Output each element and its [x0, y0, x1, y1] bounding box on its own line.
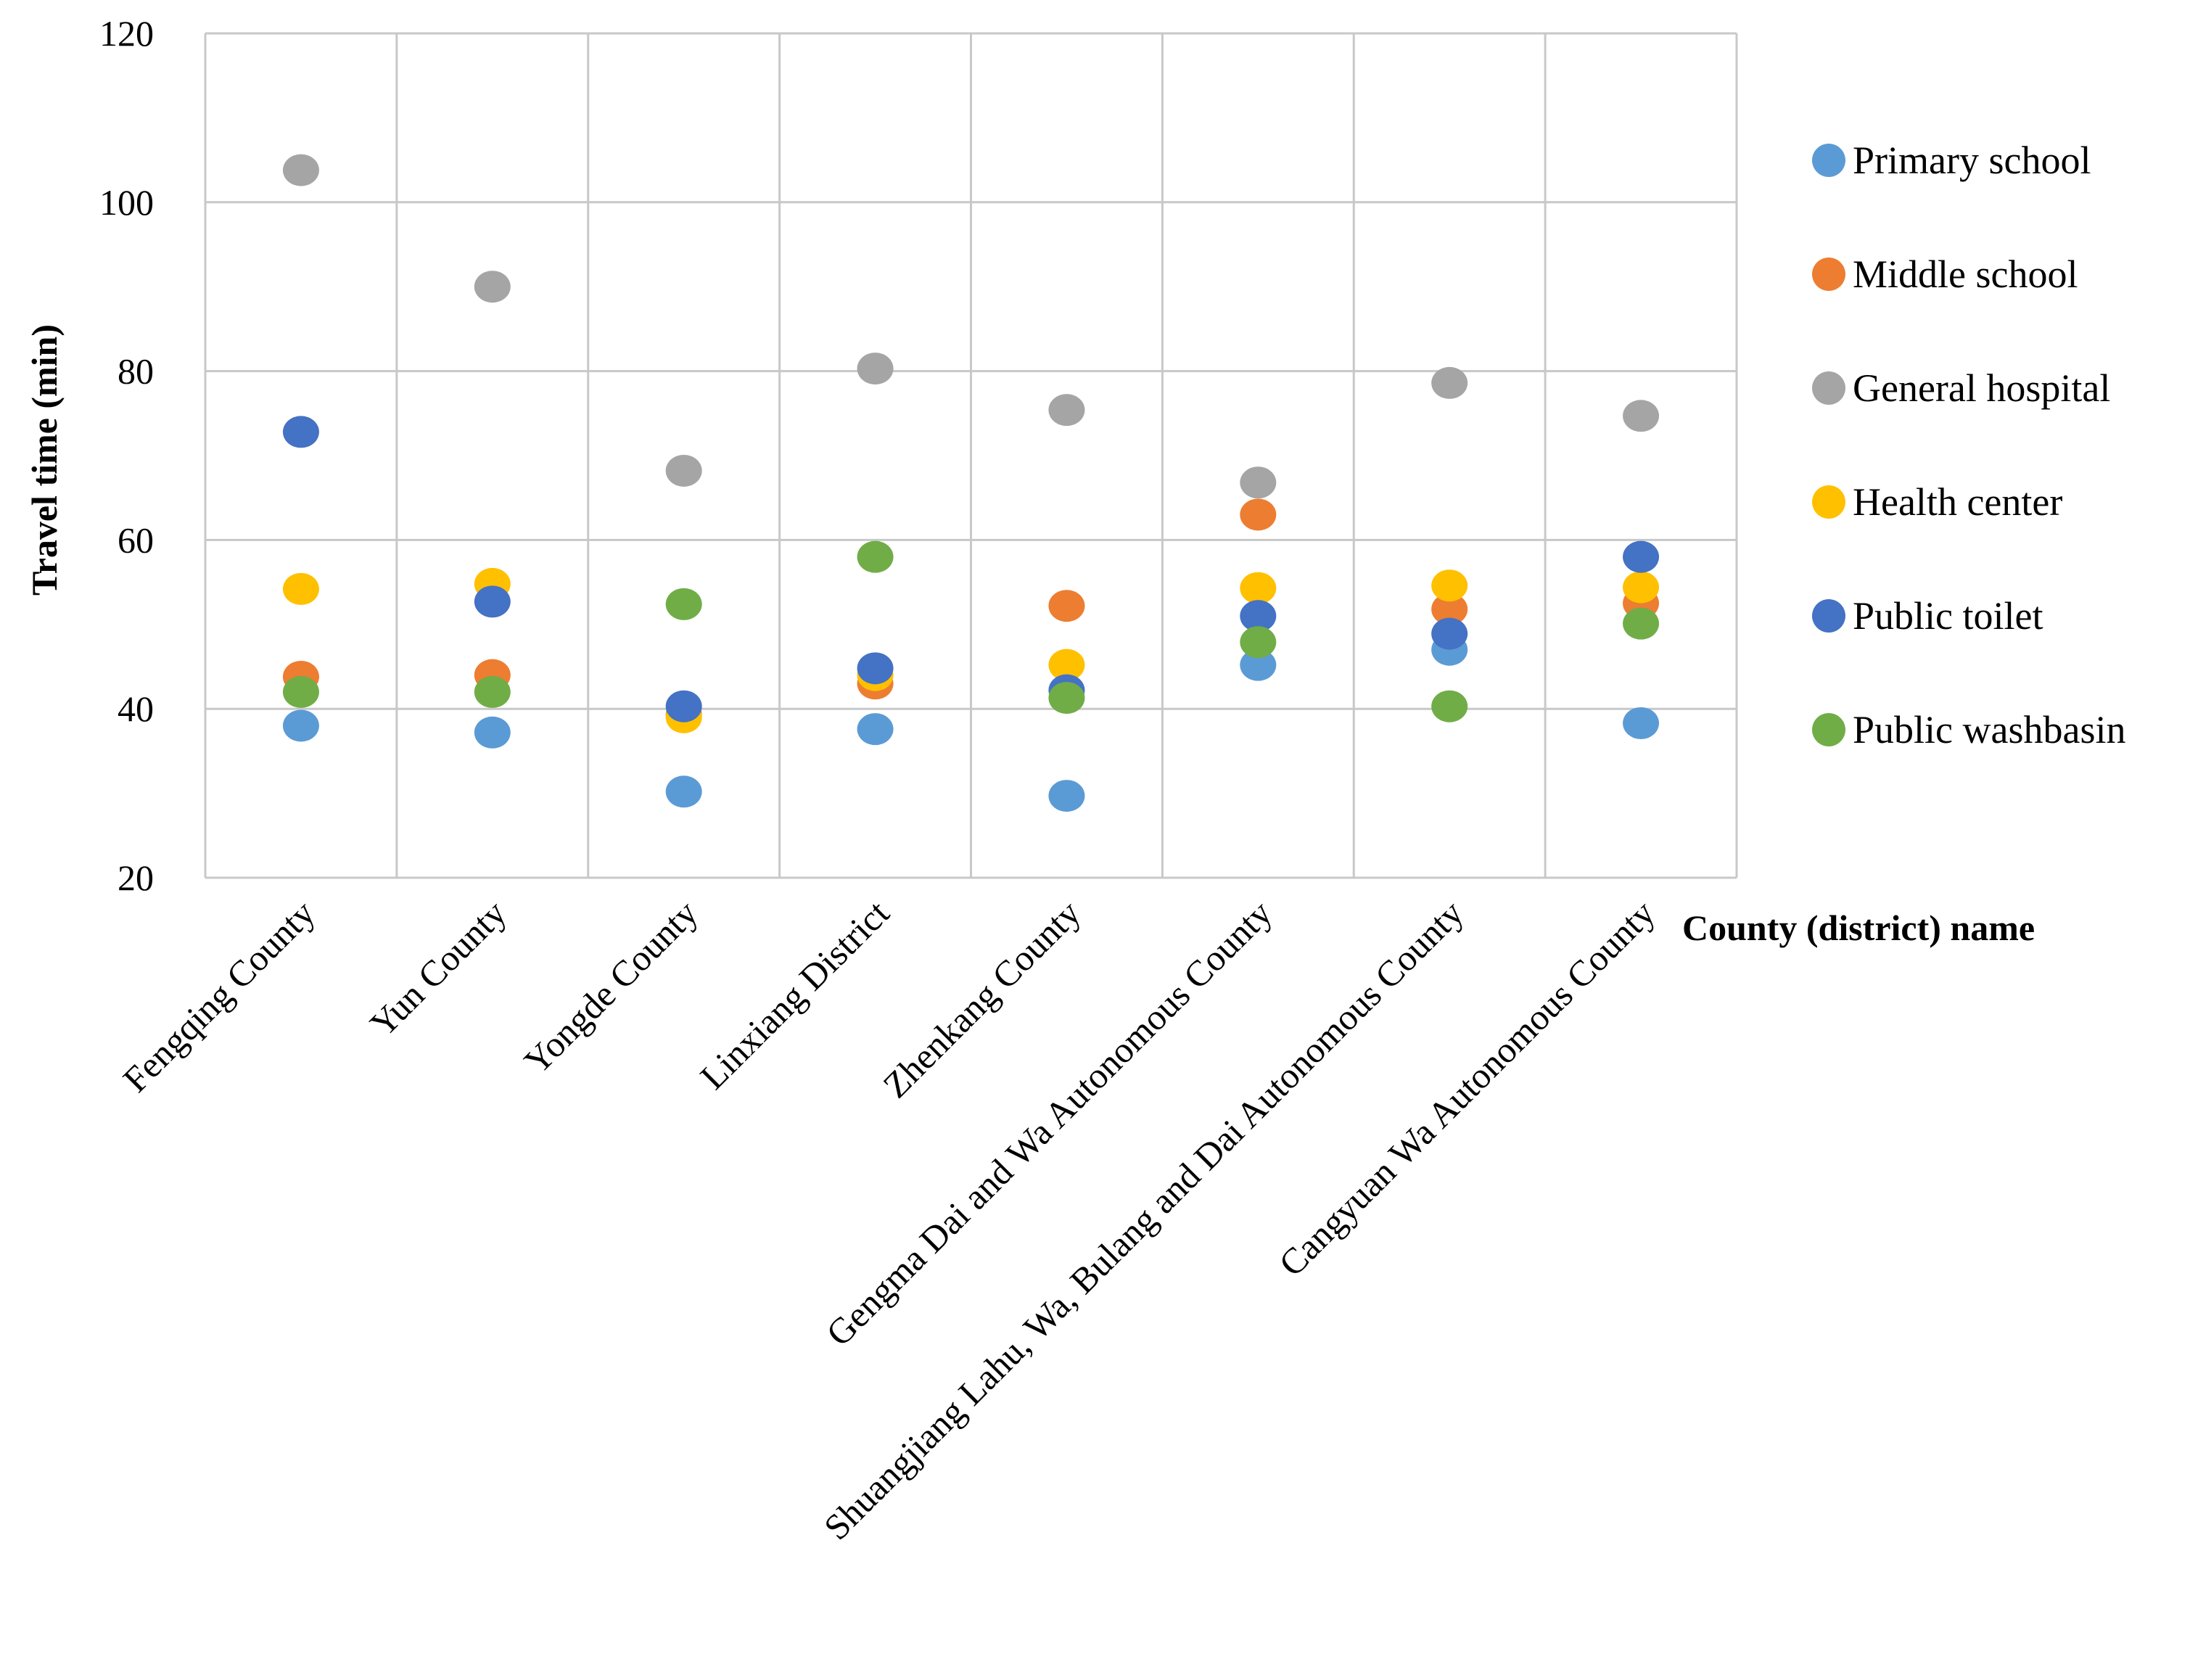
point-public-washbasin-0	[282, 675, 319, 708]
point-health-center-0	[282, 572, 319, 605]
point-general-hospital-5	[1240, 466, 1277, 499]
x-tick-label: Yongde County	[516, 892, 706, 1082]
point-general-hospital-0	[282, 154, 319, 186]
point-general-hospital-2	[665, 454, 702, 487]
x-tick-label: Shuangjiang Lahu, Wa, Bulang and Dai Aut…	[816, 892, 1471, 1547]
point-health-center-5	[1240, 572, 1277, 604]
point-public-toilet-0	[282, 416, 319, 448]
x-tick-label: Zhenkang County	[875, 892, 1088, 1105]
x-tick-label: Fengqing County	[115, 892, 323, 1100]
x-tick-label: Gengma Dai and Wa Autonomous County	[818, 892, 1280, 1354]
point-primary-school-1	[474, 716, 511, 749]
point-public-toilet-7	[1623, 540, 1660, 573]
grid-layer	[204, 32, 1738, 879]
point-public-toilet-3	[857, 652, 894, 685]
y-tick-label: 120	[99, 13, 154, 54]
point-general-hospital-7	[1623, 400, 1660, 432]
legend-marker	[1812, 258, 1845, 291]
point-primary-school-7	[1623, 707, 1660, 739]
point-public-washbasin-2	[665, 588, 702, 620]
y-axis-ticks: 20 40 60 80 100 120	[99, 13, 154, 898]
x-axis-ticks: Fengqing County Yun County Yongde CountyLi…	[115, 892, 1663, 1547]
y-tick-label: 20	[118, 857, 154, 898]
point-health-center-4	[1048, 648, 1085, 681]
point-public-toilet-2	[665, 690, 702, 722]
point-public-toilet-5	[1240, 600, 1277, 633]
point-public-washbasin-7	[1623, 607, 1660, 640]
data-points	[282, 154, 1660, 812]
y-tick-label: 100	[99, 182, 154, 223]
legend-marker	[1812, 713, 1845, 746]
point-general-hospital-6	[1431, 366, 1468, 399]
x-tick-label: Cangyuan Wa Autonomous County	[1271, 892, 1663, 1284]
legend-label: Public toilet	[1853, 594, 2043, 638]
point-middle-school-6	[1431, 593, 1468, 625]
point-public-washbasin-3	[857, 540, 894, 573]
point-public-toilet-6	[1431, 617, 1468, 650]
legend-label: General hospital	[1853, 366, 2110, 410]
point-general-hospital-3	[857, 353, 894, 385]
point-general-hospital-1	[474, 271, 511, 303]
point-middle-school-4	[1048, 590, 1085, 622]
legend-label: Health center	[1853, 480, 2062, 524]
x-tick-label: Linxiang District	[692, 892, 897, 1097]
point-primary-school-2	[665, 775, 702, 808]
point-general-hospital-4	[1048, 394, 1085, 427]
y-tick-label: 40	[118, 688, 154, 729]
point-public-washbasin-6	[1431, 690, 1468, 722]
legend-marker	[1812, 599, 1845, 633]
legend-label: Public washbasin	[1853, 708, 2125, 752]
y-tick-label: 60	[118, 519, 154, 560]
legend-label: Middle school	[1853, 252, 2078, 296]
point-health-center-6	[1431, 569, 1468, 602]
legend: Primary school Middle school General hospi…	[1812, 139, 2125, 752]
point-middle-school-5	[1240, 498, 1277, 531]
point-primary-school-5	[1240, 648, 1277, 681]
legend-marker	[1812, 144, 1845, 177]
point-primary-school-0	[282, 709, 319, 742]
point-public-washbasin-5	[1240, 626, 1277, 659]
legend-label: Primary school	[1853, 139, 2091, 182]
point-primary-school-3	[857, 713, 894, 746]
legend-marker	[1812, 485, 1845, 519]
point-public-washbasin-1	[474, 675, 511, 708]
y-tick-label: 80	[118, 351, 154, 392]
point-health-center-7	[1623, 571, 1660, 604]
y-axis-title: Travel time (min)	[24, 324, 65, 596]
point-public-toilet-1	[474, 585, 511, 618]
point-primary-school-4	[1048, 780, 1085, 812]
legend-marker	[1812, 371, 1845, 405]
x-axis-title: County (district) name	[1682, 907, 2035, 948]
point-public-washbasin-4	[1048, 682, 1085, 715]
x-tick-label: Yun County	[362, 892, 514, 1045]
